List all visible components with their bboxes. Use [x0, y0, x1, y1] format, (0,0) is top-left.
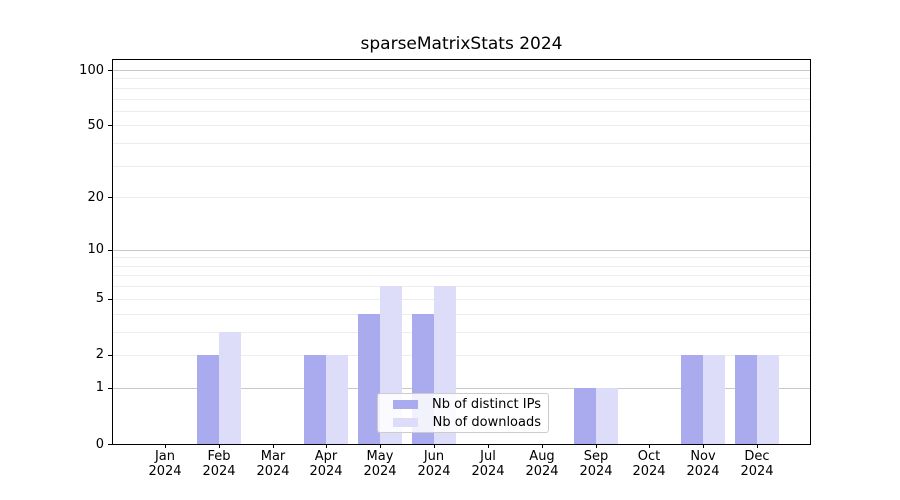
x-tick-aug: [542, 444, 543, 448]
legend-item-distinct-ips: Nb of distinct IPs: [385, 397, 541, 412]
gridline-major-10: [113, 250, 810, 251]
y-tick-label-100: 100: [79, 63, 104, 78]
gridline-minor-6: [113, 286, 810, 287]
bar-downloads-feb: [219, 331, 241, 444]
gridline-minor-30: [113, 166, 810, 167]
bar-downloads-sep: [596, 387, 618, 444]
legend-label-downloads: Nb of downloads: [432, 414, 541, 430]
x-tick-label-jun: Jun 2024: [417, 449, 451, 479]
legend-item-downloads: Nb of downloads: [385, 415, 541, 430]
gridline-major-100: [113, 70, 810, 71]
y-tick-100: [108, 70, 113, 71]
bar-distinct-ips-dec: [735, 355, 757, 444]
x-tick-nov: [703, 444, 704, 448]
gridline-minor-80: [113, 88, 810, 89]
plot-area: [112, 59, 811, 445]
x-tick-jul: [488, 444, 489, 448]
x-tick-sep: [596, 444, 597, 448]
y-tick-1: [108, 388, 113, 389]
bar-distinct-ips-may: [358, 313, 380, 444]
gridline-minor-40: [113, 143, 810, 144]
bar-distinct-ips-nov: [681, 355, 703, 444]
gridline-minor-50: [113, 125, 810, 126]
x-tick-dec: [757, 444, 758, 448]
y-tick-10: [108, 250, 113, 251]
legend-swatch-downloads-icon: [393, 417, 418, 427]
x-tick-may: [380, 444, 381, 448]
x-tick-label-oct: Oct 2024: [632, 449, 666, 479]
x-tick-jan: [165, 444, 166, 448]
x-tick-label-mar: Mar 2024: [256, 449, 290, 479]
y-tick-50: [108, 125, 113, 126]
x-tick-label-jan: Jan 2024: [148, 449, 182, 479]
x-tick-label-aug: Aug 2024: [525, 449, 559, 479]
x-tick-jun: [434, 444, 435, 448]
bar-distinct-ips-feb: [197, 355, 219, 444]
gridline-minor-90: [113, 78, 810, 79]
x-tick-label-may: May 2024: [363, 449, 397, 479]
y-tick-label-5: 5: [95, 291, 104, 306]
y-tick-label-0: 0: [95, 437, 104, 452]
y-tick-0: [108, 444, 113, 445]
y-tick-label-20: 20: [87, 190, 104, 205]
y-tick-2: [108, 355, 113, 356]
gridline-major-1: [113, 388, 810, 389]
x-tick-label-jul: Jul 2024: [471, 449, 505, 479]
x-tick-label-feb: Feb 2024: [202, 449, 236, 479]
y-tick-label-10: 10: [87, 242, 104, 257]
y-tick-label-2: 2: [95, 347, 104, 362]
gridline-minor-60: [113, 111, 810, 112]
y-tick-label-1: 1: [95, 380, 104, 395]
gridline-minor-9: [113, 257, 810, 258]
y-tick-label-50: 50: [87, 118, 104, 133]
gridline-minor-20: [113, 197, 810, 198]
x-tick-apr: [326, 444, 327, 448]
x-tick-label-dec: Dec 2024: [740, 449, 774, 479]
gridline-minor-2: [113, 355, 810, 356]
bar-downloads-apr: [326, 355, 348, 444]
gridline-minor-70: [113, 99, 810, 100]
gridline-minor-3: [113, 332, 810, 333]
gridline-minor-4: [113, 314, 810, 315]
gridline-minor-5: [113, 299, 810, 300]
gridline-minor-7: [113, 275, 810, 276]
bar-distinct-ips-sep: [574, 387, 596, 444]
chart-title: sparseMatrixStats 2024: [360, 34, 563, 54]
y-tick-5: [108, 299, 113, 300]
bar-downloads-dec: [757, 355, 779, 444]
x-tick-label-nov: Nov 2024: [686, 449, 720, 479]
bar-distinct-ips-apr: [304, 355, 326, 444]
x-tick-mar: [273, 444, 274, 448]
x-tick-label-apr: Apr 2024: [309, 449, 343, 479]
gridline-minor-8: [113, 266, 810, 267]
x-tick-feb: [219, 444, 220, 448]
legend-swatch-distinct-ips-icon: [393, 399, 418, 409]
bar-downloads-nov: [703, 355, 725, 444]
legend: Nb of distinct IPs Nb of downloads: [377, 393, 549, 433]
legend-label-distinct-ips: Nb of distinct IPs: [432, 396, 541, 412]
x-tick-oct: [649, 444, 650, 448]
x-tick-label-sep: Sep 2024: [579, 449, 613, 479]
y-tick-20: [108, 197, 113, 198]
